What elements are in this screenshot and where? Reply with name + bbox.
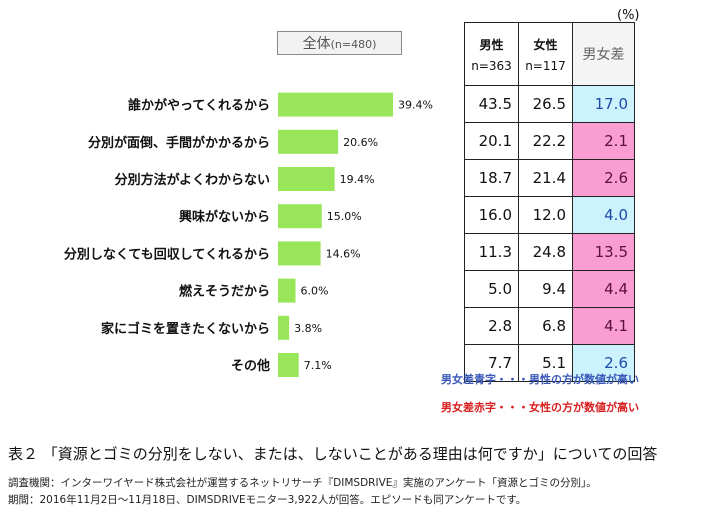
- table-row: 18.7 21.4 2.6: [464, 159, 635, 197]
- header-diff: 男女差: [572, 22, 635, 86]
- legend-blue-note: 男女差青字・・・男性の方が数値が高い: [441, 373, 639, 386]
- cell-male: 18.7: [464, 159, 519, 197]
- table-row: 2.8 6.8 4.1: [464, 307, 635, 345]
- cell-female: 9.4: [518, 270, 573, 308]
- value-label: 3.8%: [294, 322, 322, 335]
- category-label: 誰かがやってくれるから: [128, 98, 270, 114]
- value-label: 19.4%: [340, 173, 375, 186]
- gender-table: 男性 n=363 女性 n=117 男女差 43.5 26.5 17.0 20.1 22…: [464, 22, 635, 382]
- value-label: 14.6%: [326, 247, 361, 260]
- cell-male: 16.0: [464, 196, 519, 234]
- bar: [278, 167, 335, 191]
- total-label-box: 全体(n=480): [277, 31, 402, 55]
- table-row: 43.5 26.5 17.0: [464, 85, 635, 123]
- cell-diff: 17.0: [572, 85, 635, 123]
- table-body: 43.5 26.5 17.0 20.1 22.2 2.1 18.7 21.4 2.6 16.0 12…: [464, 85, 635, 382]
- value-label: 6.0%: [301, 285, 329, 298]
- table-caption: 表２ 「資源とゴミの分別をしない、または、しないことがある理由は何ですか」につい…: [8, 445, 658, 463]
- cell-female: 12.0: [518, 196, 573, 234]
- header-female: 女性 n=117: [518, 22, 573, 86]
- legend-red-note: 男女差赤字・・・女性の方が数値が高い: [441, 401, 639, 414]
- value-label: 7.1%: [304, 359, 332, 372]
- cell-male: 5.0: [464, 270, 519, 308]
- bar: [278, 92, 393, 117]
- cell-female: 21.4: [518, 159, 573, 197]
- cell-female: 24.8: [518, 233, 573, 271]
- table-row: 5.0 9.4 4.4: [464, 270, 635, 308]
- category-label: 燃えそうだから: [179, 284, 270, 300]
- category-label: 分別しなくても回収してくれるから: [64, 246, 270, 262]
- bar: [278, 278, 296, 303]
- table-row: 20.1 22.2 2.1: [464, 122, 635, 160]
- table-row: 16.0 12.0 4.0: [464, 196, 635, 234]
- value-label: 20.6%: [343, 136, 378, 149]
- cell-diff: 4.0: [572, 196, 635, 234]
- cell-diff: 2.6: [572, 344, 635, 382]
- category-label: 家にゴミを置きたくないから: [101, 321, 270, 337]
- cell-male: 20.1: [464, 122, 519, 160]
- cell-diff: 2.6: [572, 159, 635, 197]
- header-male: 男性 n=363: [464, 22, 519, 86]
- total-label: 全体: [302, 36, 331, 52]
- bar: [278, 204, 322, 229]
- cell-diff: 4.1: [572, 307, 635, 345]
- total-n: (n=480): [330, 38, 377, 51]
- cell-female: 5.1: [518, 344, 573, 382]
- cell-female: 26.5: [518, 85, 573, 123]
- cell-diff: 13.5: [572, 233, 635, 271]
- unit-label: (%): [617, 8, 640, 23]
- category-label: 分別方法がよくわからない: [115, 172, 270, 188]
- cell-male: 11.3: [464, 233, 519, 271]
- footnote-source: 調査機関：インターワイヤード株式会社が運営するネットリサーチ『DIMSDRIVE…: [8, 477, 597, 489]
- table-row: 11.3 24.8 13.5: [464, 233, 635, 271]
- cell-diff: 2.1: [572, 122, 635, 160]
- bar-chart: 誰かがやってくれるから 39.4% 分別が面倒、手間がかかるから 20.6% 分別方法が…: [64, 92, 433, 377]
- bar: [278, 353, 299, 377]
- category-label: 分別が面倒、手間がかかるから: [88, 135, 270, 151]
- cell-diff: 4.4: [572, 270, 635, 308]
- value-label: 39.4%: [398, 99, 433, 112]
- bar: [278, 315, 290, 340]
- category-label: 興味がないから: [179, 209, 270, 225]
- category-label: その他: [231, 358, 270, 374]
- bar: [278, 129, 339, 154]
- bar: [278, 241, 321, 266]
- cell-female: 22.2: [518, 122, 573, 160]
- value-label: 15.0%: [327, 210, 362, 223]
- cell-male: 43.5: [464, 85, 519, 123]
- cell-male: 7.7: [464, 344, 519, 382]
- cell-female: 6.8: [518, 307, 573, 345]
- footnote-period: 期間：2016年11月2日～11月18日、DIMSDRIVEモニター3,922人…: [8, 494, 527, 506]
- table-row: 7.7 5.1 2.6: [464, 344, 635, 382]
- cell-male: 2.8: [464, 307, 519, 345]
